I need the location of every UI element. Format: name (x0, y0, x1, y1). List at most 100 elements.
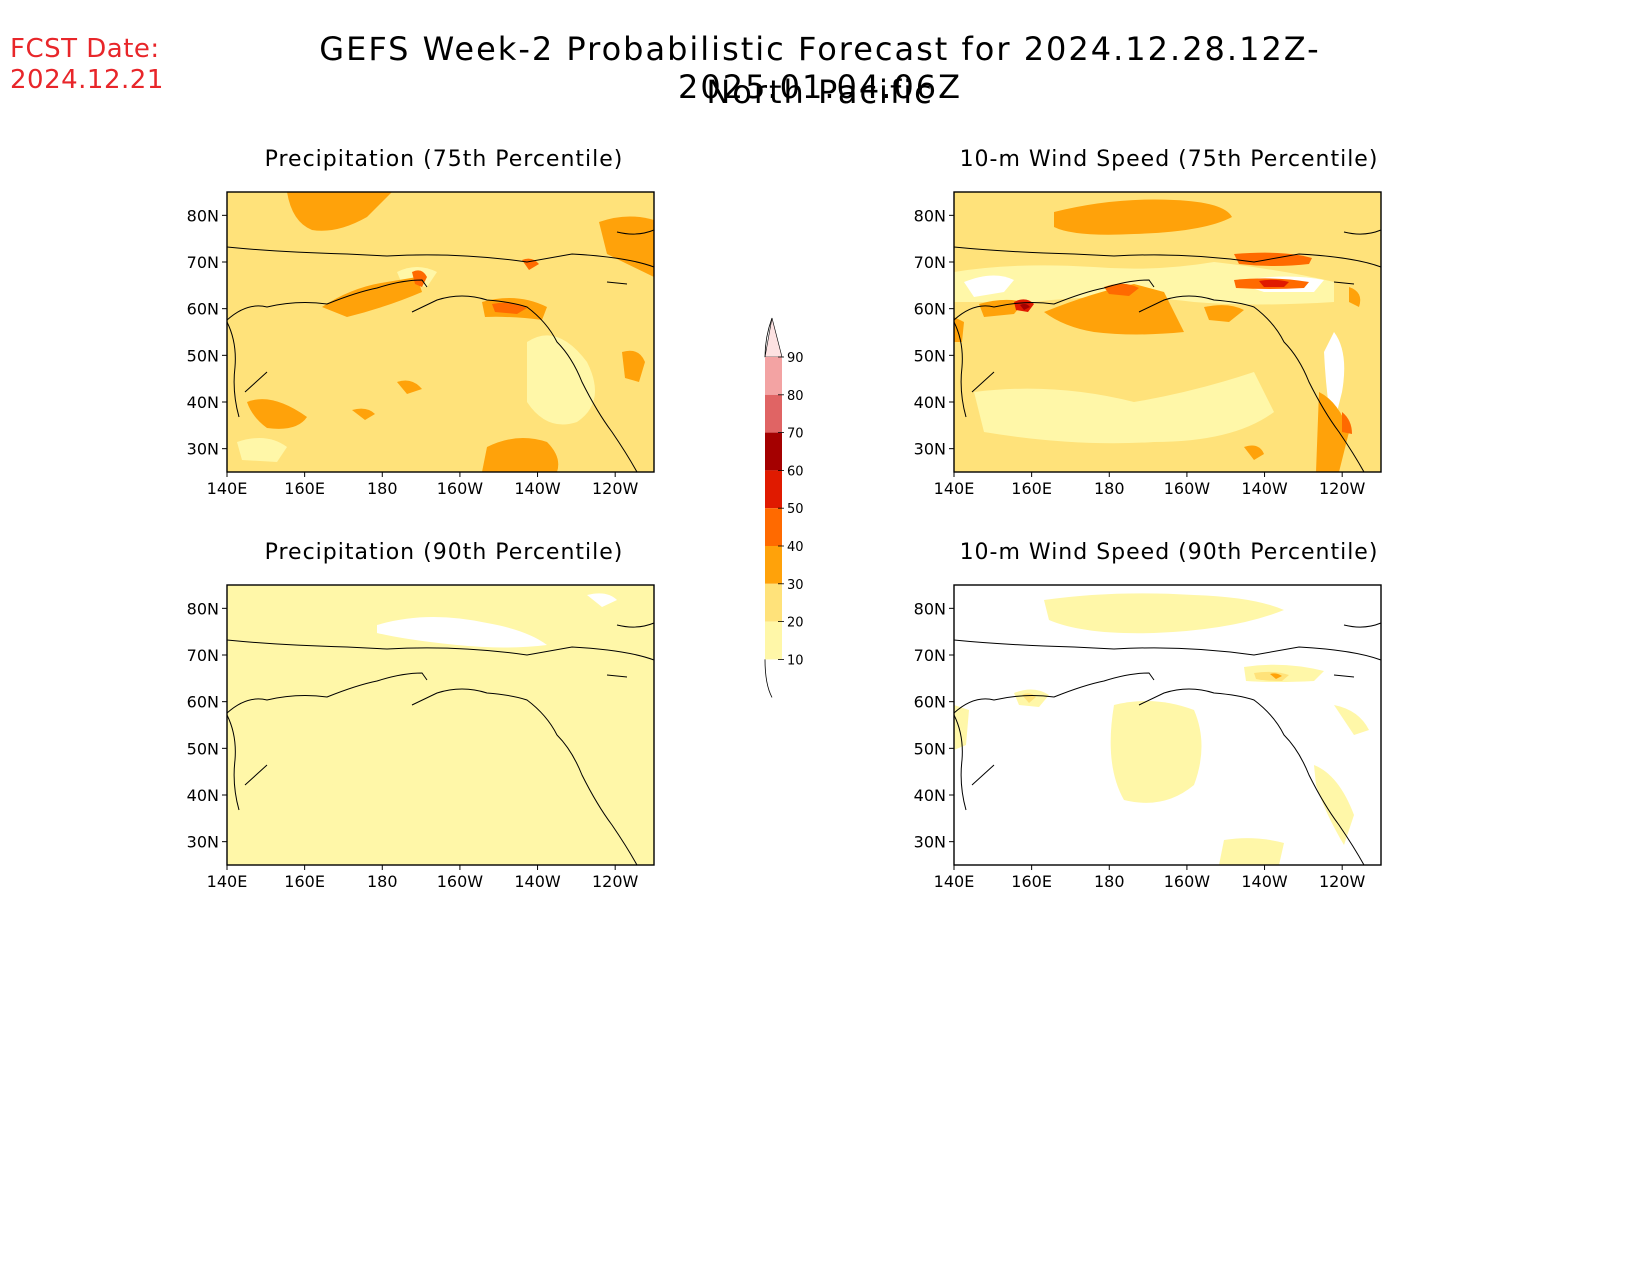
lon-tick-label: 140W (514, 872, 561, 891)
lon-tick-label: 140E (207, 479, 248, 498)
colorbar-top-arrow (764, 317, 783, 358)
colorbar: 90 80 70 60 50 40 30 20 10 (764, 317, 804, 698)
map-area (226, 191, 655, 473)
lon-tick-label: 160E (284, 479, 325, 498)
coastline (226, 229, 655, 473)
lat-tick-label: 80N (187, 599, 219, 618)
lat-tick-label: 50N (914, 346, 946, 365)
colorbar-swatch (765, 394, 782, 433)
panel-title: Precipitation (90th Percentile) (265, 540, 624, 565)
lat-tick-label: 40N (914, 786, 946, 805)
lat-tick-label: 40N (187, 786, 219, 805)
map-frame (226, 191, 655, 473)
lon-tick-label: 140W (514, 479, 561, 498)
lon-tick-label: 160E (1011, 872, 1052, 891)
lat-tick-label: 60N (187, 300, 219, 319)
lon-tick-label: 120W (592, 872, 639, 891)
colorbar-swatch (765, 621, 782, 660)
panel-wind-75: 10-m Wind Speed (75th Percentile) (914, 147, 1382, 498)
lat-tick-label: 70N (187, 646, 219, 665)
lat-tick-label: 40N (187, 393, 219, 412)
map-area (226, 584, 655, 866)
colorbar-swatch (765, 357, 782, 395)
lat-tick-label: 80N (187, 206, 219, 225)
lat-tick-label: 70N (914, 646, 946, 665)
colorbar-labels: 90 80 70 60 50 40 30 20 10 (778, 351, 804, 668)
lon-tick-label: 140W (1241, 872, 1288, 891)
lat-tick-label: 70N (187, 253, 219, 272)
lat-axis: 80N 70N 60N 50N 40N 30N (187, 206, 227, 459)
panel-title: 10-m Wind Speed (75th Percentile) (960, 147, 1379, 172)
lon-tick-label: 160E (284, 872, 325, 891)
colorbar-label: 10 (787, 653, 804, 668)
contours-10-20 (954, 593, 1369, 865)
lon-tick-label: 160W (437, 872, 484, 891)
colorbar-label: 60 (787, 464, 804, 479)
lat-tick-label: 60N (914, 693, 946, 712)
main-title: GEFS Week-2 Probabilistic Forecast for 2… (319, 30, 1321, 106)
forecast-date-label: FCST Date: (10, 34, 160, 64)
contours-white (377, 593, 617, 648)
colorbar-label: 20 (787, 616, 804, 631)
lon-tick-label: 160W (1164, 479, 1211, 498)
contours-30-40 (1270, 673, 1282, 679)
colorbar-swatch (765, 546, 782, 584)
lon-axis: 140E 160E 180 160W 140W 120W (934, 472, 1366, 498)
lon-tick-label: 140E (207, 872, 248, 891)
lon-axis: 140E 160E 180 160W 140W 120W (207, 472, 639, 498)
lat-tick-label: 50N (187, 739, 219, 758)
colorbar-label: 90 (787, 351, 804, 366)
lat-tick-label: 40N (914, 393, 946, 412)
panel-title: 10-m Wind Speed (90th Percentile) (960, 540, 1379, 565)
lat-tick-label: 30N (914, 833, 946, 852)
colorbar-label: 50 (787, 502, 804, 517)
region-subtitle: North Pacific (706, 73, 934, 111)
lat-tick-label: 30N (914, 440, 946, 459)
colorbar-label: 40 (787, 540, 804, 555)
contours-30-40 (954, 199, 1361, 472)
colorbar-label: 70 (787, 427, 804, 442)
lat-tick-label: 60N (187, 693, 219, 712)
colorbar-boxes (764, 317, 783, 698)
lon-tick-label: 160W (437, 479, 484, 498)
lat-tick-label: 30N (187, 440, 219, 459)
coastline (953, 229, 1382, 473)
lat-axis: 80N 70N 60N 50N 40N 30N (914, 599, 954, 852)
lat-axis: 80N 70N 60N 50N 40N 30N (914, 206, 954, 459)
coastline (953, 622, 1382, 866)
lon-axis: 140E 160E 180 160W 140W 120W (934, 865, 1366, 891)
lon-tick-label: 180 (367, 479, 398, 498)
lon-tick-label: 120W (592, 479, 639, 498)
map-frame (226, 584, 655, 866)
colorbar-top-outline (764, 317, 773, 358)
lon-axis: 140E 160E 180 160W 140W 120W (207, 865, 639, 891)
forecast-date-value: 2024.12.21 (10, 65, 164, 95)
lon-tick-label: 120W (1319, 479, 1366, 498)
colorbar-label: 30 (787, 578, 804, 593)
colorbar-bottom-arrow (764, 659, 773, 698)
lon-tick-label: 140E (934, 479, 975, 498)
panel-title: Precipitation (75th Percentile) (265, 147, 624, 172)
coastline (226, 622, 655, 866)
lat-tick-label: 80N (914, 599, 946, 618)
lon-tick-label: 120W (1319, 872, 1366, 891)
lon-tick-label: 160W (1164, 872, 1211, 891)
lat-axis: 80N 70N 60N 50N 40N 30N (187, 599, 227, 852)
contours-40-50 (1104, 252, 1352, 434)
contours-60-70 (1020, 303, 1030, 310)
colorbar-swatch (765, 432, 782, 471)
lat-tick-label: 80N (914, 206, 946, 225)
forecast-date: FCST Date: 2024.12.21 (10, 34, 164, 96)
map-area (953, 191, 1382, 473)
contours-20-30 (227, 192, 654, 472)
colorbar-swatch (765, 583, 782, 622)
lon-tick-label: 140E (934, 872, 975, 891)
lat-tick-label: 30N (187, 833, 219, 852)
map-frame (953, 191, 1382, 473)
lon-tick-label: 180 (367, 872, 398, 891)
colorbar-swatch (765, 508, 782, 546)
contours-30-40 (247, 192, 654, 472)
map-frame (953, 584, 1382, 866)
panel-wind-90: 10-m Wind Speed (90th Percentile) 80N 70N… (914, 540, 1382, 891)
colorbar-swatch (765, 470, 782, 509)
